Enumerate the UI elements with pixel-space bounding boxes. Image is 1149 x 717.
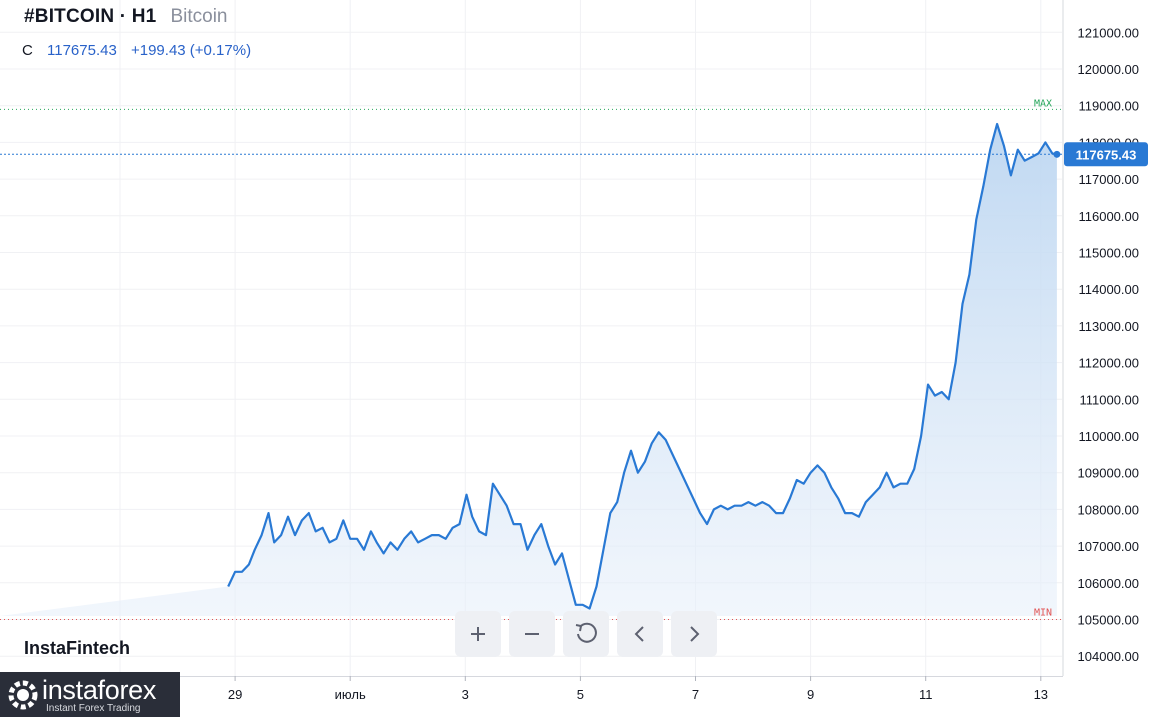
y-tick-label: 110000.00 (1079, 429, 1140, 444)
y-tick-label: 112000.00 (1079, 356, 1140, 371)
y-tick-label: 115000.00 (1079, 246, 1140, 261)
x-tick-label: 11 (919, 687, 933, 702)
time-axis[interactable]: 2829июль35791113 (113, 676, 1048, 702)
y-tick-label: 117000.00 (1079, 172, 1140, 187)
reset-icon (575, 622, 597, 643)
x-tick-label: июль (335, 687, 366, 702)
scroll-right-button[interactable] (671, 611, 717, 657)
max-min-levels: MAX MIN (0, 98, 1064, 620)
chevron-left-icon (634, 626, 644, 642)
scroll-left-button[interactable] (617, 611, 663, 657)
ohlc-legend: C 117675.43 +199.43 (+0.17%) (22, 42, 251, 59)
chart-nav-toolbar (455, 611, 717, 657)
minus-icon (525, 633, 539, 635)
y-tick-label: 108000.00 (1078, 502, 1139, 517)
price-area-fill (0, 124, 1057, 616)
zoom-out-button[interactable] (509, 611, 555, 657)
x-tick-label: 5 (577, 687, 584, 702)
y-tick-label: 109000.00 (1078, 466, 1139, 481)
logo-name: instaforex (42, 675, 157, 705)
chart-header: #BITCOIN · H1 Bitcoin (24, 6, 227, 28)
zoom-in-button[interactable] (455, 611, 501, 657)
close-value: 117675.43 (47, 42, 117, 59)
last-price-tag-label: 117675.43 (1076, 147, 1137, 162)
last-price-tag (1064, 142, 1148, 167)
y-tick-label: 111000.00 (1079, 392, 1139, 407)
y-tick-label: 120000.00 (1078, 62, 1139, 77)
symbol-title[interactable]: #BITCOIN · H1 (24, 6, 157, 27)
min-label: MIN (1034, 608, 1052, 619)
instaforex-logo[interactable]: instaforex Instant Forex Trading (0, 672, 180, 717)
y-tick-label: 104000.00 (1078, 649, 1139, 664)
x-tick-label: 3 (462, 687, 469, 702)
y-tick-label: 106000.00 (1078, 576, 1139, 591)
y-tick-label: 119000.00 (1079, 99, 1140, 114)
y-tick-label: 121000.00 (1078, 25, 1139, 40)
y-tick-label: 107000.00 (1078, 539, 1139, 554)
change-value: +199.43 (+0.17%) (130, 42, 252, 59)
x-tick-label: 13 (1034, 687, 1048, 702)
watermark: InstaFintech (24, 638, 131, 658)
plus-icon (471, 627, 485, 641)
price-area (0, 122, 1061, 616)
y-tick-label: 114000.00 (1079, 282, 1140, 297)
symbol-description: Bitcoin (170, 6, 228, 27)
price-axis[interactable]: 104000.00 105000.00 106000.00 107000.00 1080… (1064, 25, 1148, 664)
max-label: MAX (1034, 98, 1052, 109)
chevron-right-icon (690, 626, 700, 642)
x-tick-label: 29 (228, 687, 242, 702)
y-tick-label: 105000.00 (1078, 613, 1139, 628)
price-line[interactable] (227, 122, 1058, 610)
y-tick-label: 116000.00 (1079, 209, 1140, 224)
logo-tagline: Instant Forex Trading (46, 703, 141, 714)
close-label: C (22, 42, 33, 59)
y-tick-label: 113000.00 (1079, 319, 1140, 334)
x-tick-label: 9 (807, 687, 814, 702)
gear-logo-icon (8, 680, 38, 710)
x-tick-label: 7 (692, 687, 699, 702)
reset-button[interactable] (563, 611, 609, 657)
